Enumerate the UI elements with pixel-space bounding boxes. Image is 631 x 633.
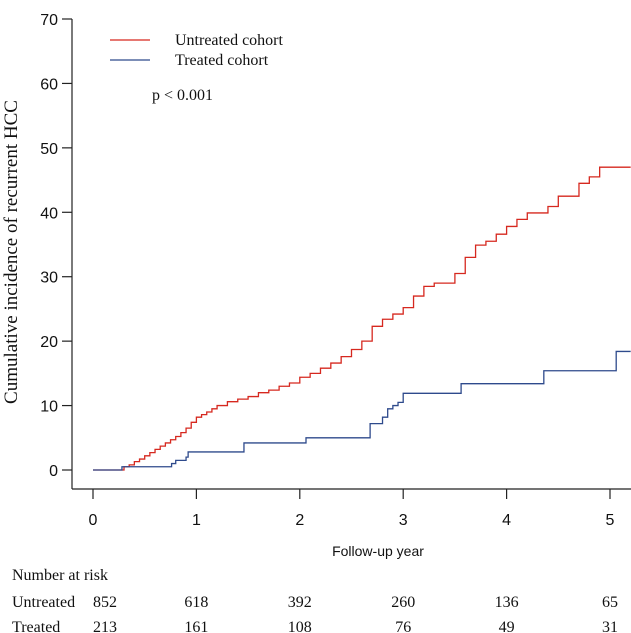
x-axis-label: Follow-up year <box>332 543 424 559</box>
risk-value-untreated-4: 136 <box>495 594 519 611</box>
risk-value-untreated-2: 392 <box>288 594 312 611</box>
risk-value-treated-0: 213 <box>93 619 117 633</box>
series-line-treated <box>93 350 631 471</box>
series-line-untreated <box>93 166 631 471</box>
x-tick-label-4: 4 <box>502 512 511 529</box>
y-tick-label-40: 40 <box>40 205 58 222</box>
risk-row-label-untreated: Untreated <box>12 594 75 611</box>
x-tick-label-3: 3 <box>399 512 408 529</box>
risk-row-label-treated: Treated <box>12 619 60 633</box>
y-axis-label: Cumulative incidence of recurrent HCC <box>1 100 22 404</box>
risk-value-treated-1: 161 <box>184 619 208 633</box>
series-layer <box>93 166 631 471</box>
risk-value-treated-4: 49 <box>499 619 515 633</box>
x-tick-label-5: 5 <box>606 512 615 529</box>
x-tick-label-0: 0 <box>89 512 98 529</box>
risk-value-untreated-0: 852 <box>93 594 117 611</box>
y-tick-label-50: 50 <box>40 141 58 158</box>
risk-value-untreated-1: 618 <box>184 594 208 611</box>
risk-value-treated-5: 31 <box>602 619 618 633</box>
risk-value-untreated-3: 260 <box>391 594 415 611</box>
risk-value-treated-2: 108 <box>288 619 312 633</box>
risk-values: 852 618 392 260 136 65 213 161 108 76 49 31 <box>93 594 618 633</box>
risk-table: Number at risk Untreated Treated 852 618 3… <box>12 567 618 633</box>
axes: 0 10 20 30 40 50 60 70 0 1 2 3 4 5 <box>40 12 631 529</box>
x-tick-label-2: 2 <box>295 512 304 529</box>
y-tick-label-20: 20 <box>40 334 58 351</box>
legend: Untreated cohort Treated cohort p < 0.00… <box>110 32 284 104</box>
y-tick-label-60: 60 <box>40 76 58 93</box>
x-tick-label-1: 1 <box>192 512 201 529</box>
p-value-annotation: p < 0.001 <box>152 87 213 104</box>
y-tick-label-70: 70 <box>40 12 58 29</box>
legend-label-treated: Treated cohort <box>175 52 269 69</box>
y-tick-label-0: 0 <box>49 463 58 480</box>
legend-label-untreated: Untreated cohort <box>175 32 284 49</box>
risk-value-treated-3: 76 <box>395 619 411 633</box>
risk-value-untreated-5: 65 <box>602 594 618 611</box>
risk-table-header: Number at risk <box>12 567 108 584</box>
y-tick-label-30: 30 <box>40 270 58 287</box>
y-tick-label-10: 10 <box>40 399 58 416</box>
